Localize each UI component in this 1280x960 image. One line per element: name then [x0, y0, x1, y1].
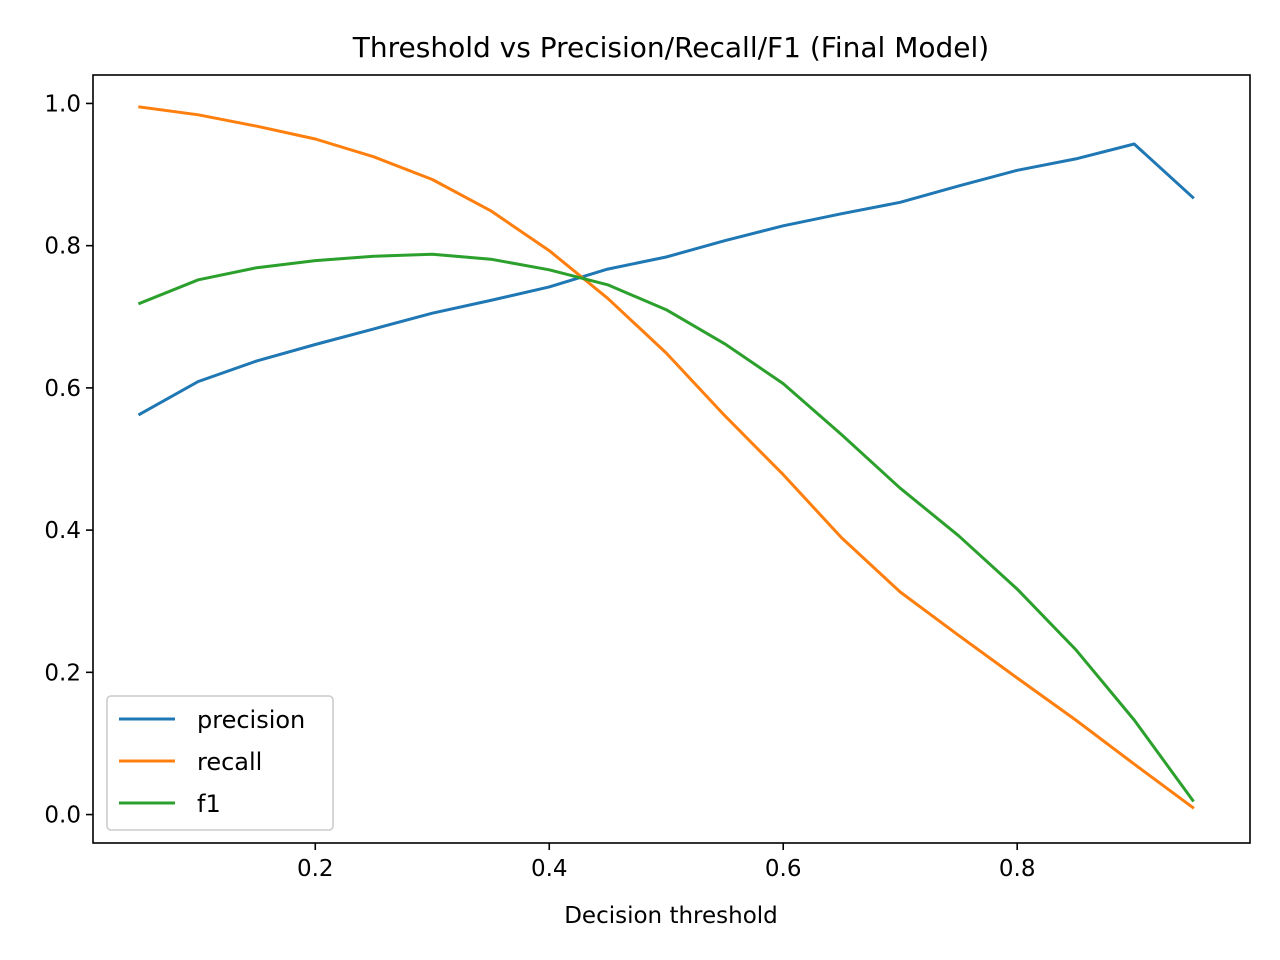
- series-line-precision: [137, 142, 1195, 417]
- x-tick-label: 0.6: [765, 856, 802, 882]
- x-tick-label: 0.2: [297, 856, 334, 882]
- x-tick-label: 0.8: [999, 856, 1036, 882]
- plot-frame: [92, 74, 1251, 844]
- legend-label-f1: f1: [197, 790, 221, 818]
- x-axis-label: Decision threshold: [564, 903, 778, 929]
- legend-box: [106, 695, 334, 831]
- legend-label-precision: precision: [197, 706, 305, 734]
- axes: 0.2 0.4 0.6 0.8 0.0 0.2 0.4 0.6 0.8 1.0: [44, 74, 1251, 882]
- y-tick-label: 0.8: [44, 234, 81, 260]
- series-line-recall: [138, 105, 1195, 810]
- y-tick-label: 0.2: [44, 660, 81, 686]
- legend: precision recall f1: [106, 695, 334, 831]
- y-tick-label: 0.0: [44, 803, 81, 829]
- plot-area: [137, 105, 1195, 810]
- y-tick-label: 1.0: [44, 91, 81, 117]
- x-tick-label: 0.4: [531, 856, 568, 882]
- y-tick-label: 0.6: [44, 376, 81, 402]
- series-line-f1: [137, 252, 1195, 803]
- chart-title: Threshold vs Precision/Recall/F1 (Final …: [352, 31, 989, 64]
- y-tick-label: 0.4: [44, 518, 81, 544]
- legend-label-recall: recall: [197, 748, 262, 776]
